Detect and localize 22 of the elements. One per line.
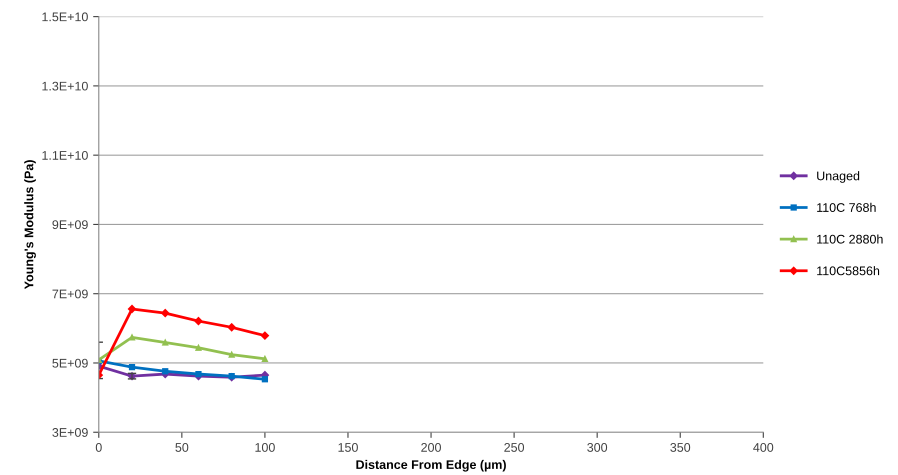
y-tick-label: 7E+09 xyxy=(52,290,88,298)
y-tick-label: 1.3E+10 xyxy=(42,82,88,91)
x-tick-label: 0 xyxy=(96,442,102,452)
legend-label: 110C 2880h xyxy=(817,234,883,244)
x-tick-label: 350 xyxy=(670,442,690,452)
y-tick-label: 9E+09 xyxy=(52,220,88,230)
y-tick-label: 1.5E+10 xyxy=(42,12,88,22)
y-axis-title: Young's Modulus (Pa) xyxy=(24,160,36,290)
x-tick-label: 150 xyxy=(338,442,358,452)
x-tick-label: 200 xyxy=(421,442,441,452)
x-tick-label: 100 xyxy=(255,442,275,452)
legend-label: Unaged xyxy=(817,171,860,183)
y-tick-label: 1.1E+10 xyxy=(42,150,88,160)
x-tick-label: 50 xyxy=(175,442,188,452)
legend-label: 110C5856h xyxy=(817,266,880,276)
y-tick-label: 3E+09 xyxy=(52,428,88,437)
x-tick-label: 400 xyxy=(753,442,774,452)
y-tick-label: 5E+09 xyxy=(52,358,88,368)
x-tick-label: 250 xyxy=(504,442,524,452)
x-tick-label: 300 xyxy=(587,442,608,452)
legend-label: 110C 768h xyxy=(817,202,876,212)
x-axis-title: Distance From Edge (µm) xyxy=(356,460,506,472)
